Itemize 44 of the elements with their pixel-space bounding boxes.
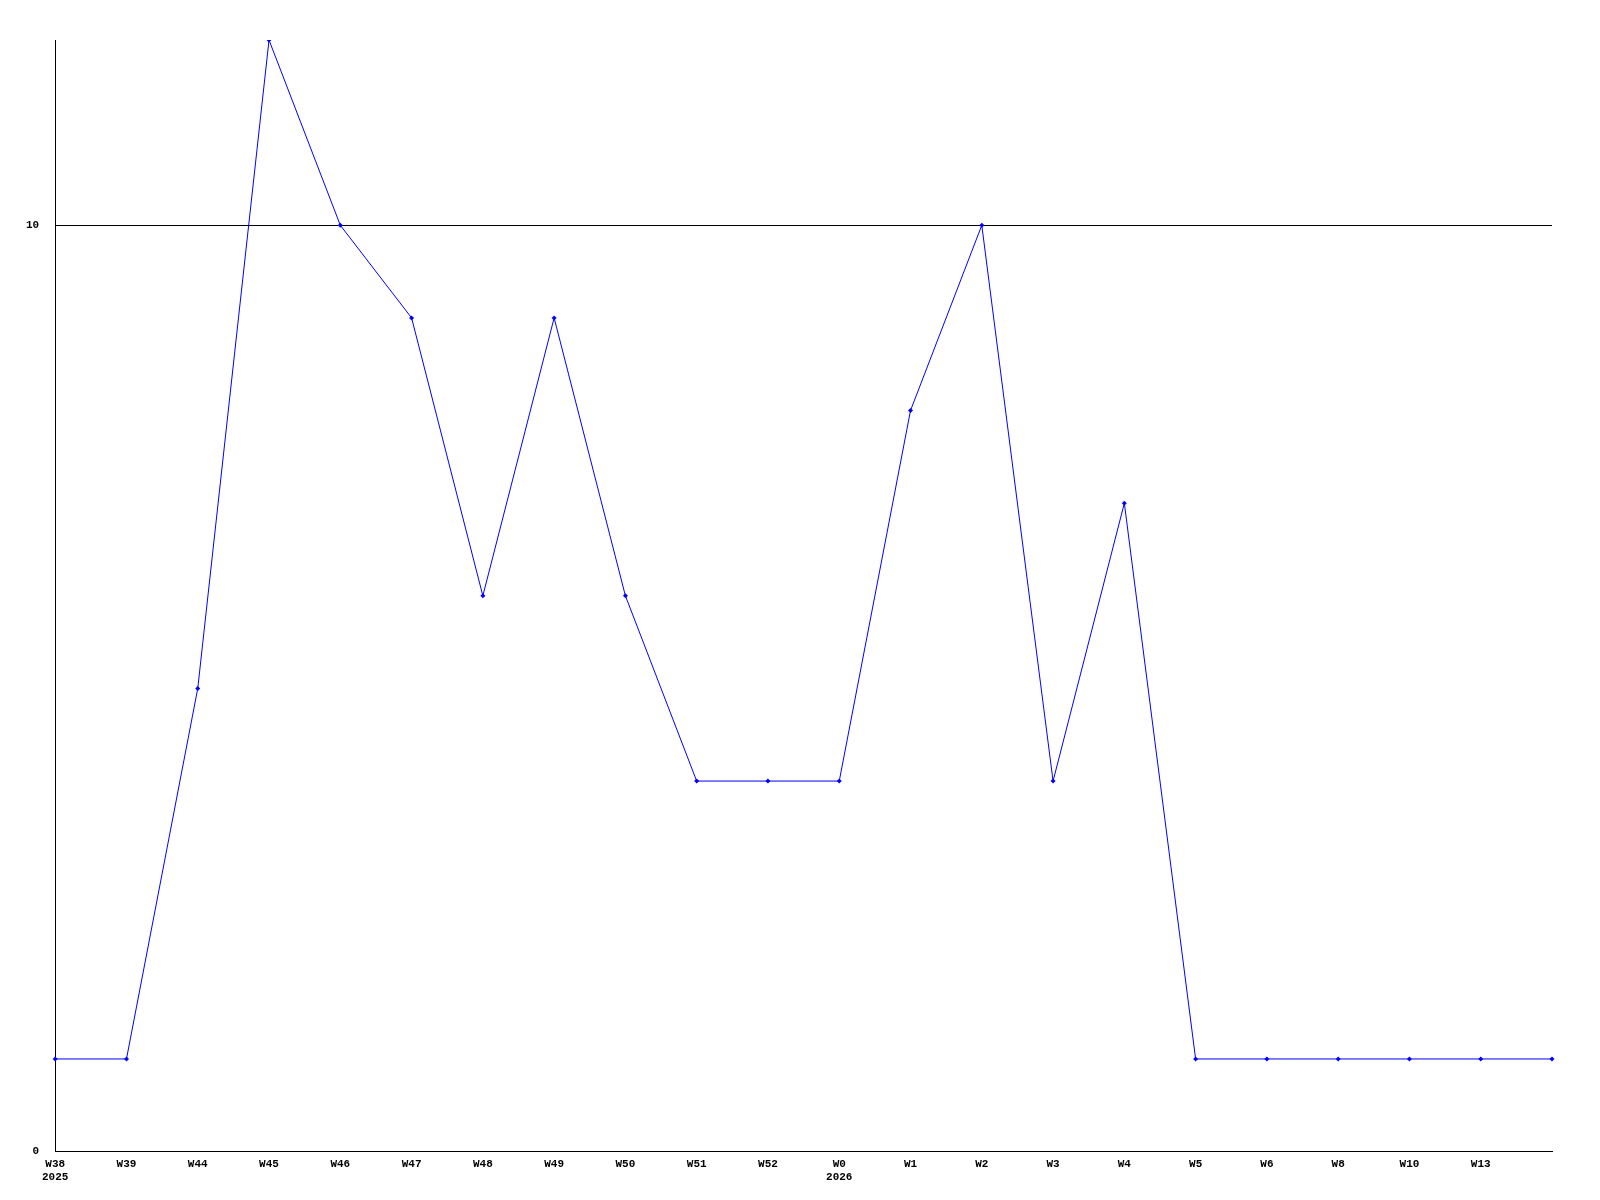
x-tick-label: W1 [903,1157,918,1170]
x-tick-label: W13 [1470,1157,1492,1170]
point [836,778,842,784]
point [1050,778,1056,784]
point [765,778,771,784]
y-tick-label: 0 [32,1145,40,1158]
point [622,593,628,599]
point [1478,1056,1484,1062]
point [409,315,415,321]
x-tick-label: W0 2026 [826,1157,853,1184]
point [1406,1056,1412,1062]
point [694,778,700,784]
point [195,685,201,691]
x-tick-label: W38 2025 [42,1157,69,1184]
x-tick-label: W4 [1117,1157,1132,1170]
x-tick-label: W10 [1399,1157,1420,1170]
x-tick-label: W52 [758,1157,778,1170]
point [480,593,486,599]
point [1264,1056,1270,1062]
x-tick-label: W49 [544,1157,565,1170]
point [908,408,914,414]
point [551,315,557,321]
x-tick-label: W48 [472,1157,494,1170]
x-tick-label: W39 [116,1157,137,1170]
x-tick-label: W5 [1189,1157,1203,1170]
point [1121,500,1127,506]
x-tick-label: W3 [1046,1157,1061,1170]
point [1549,1056,1555,1062]
point [52,1056,58,1062]
point [1193,1056,1199,1062]
y-tick-label: 10 [26,219,40,232]
x-tick-label: W2 [975,1157,989,1170]
x-tick-label: W51 [686,1157,707,1170]
x-tick-label: W46 [330,1157,351,1170]
x-tick-label: W8 [1331,1157,1346,1170]
point [979,222,985,228]
x-tick-label: W50 [615,1157,636,1170]
point [1335,1056,1341,1062]
point [123,1056,129,1062]
x-tick-label: W47 [401,1157,422,1170]
x-tick-label: W6 [1260,1157,1274,1170]
point [337,222,343,228]
x-tick-label: W44 [187,1157,209,1170]
x-tick-label: W45 [259,1157,280,1170]
